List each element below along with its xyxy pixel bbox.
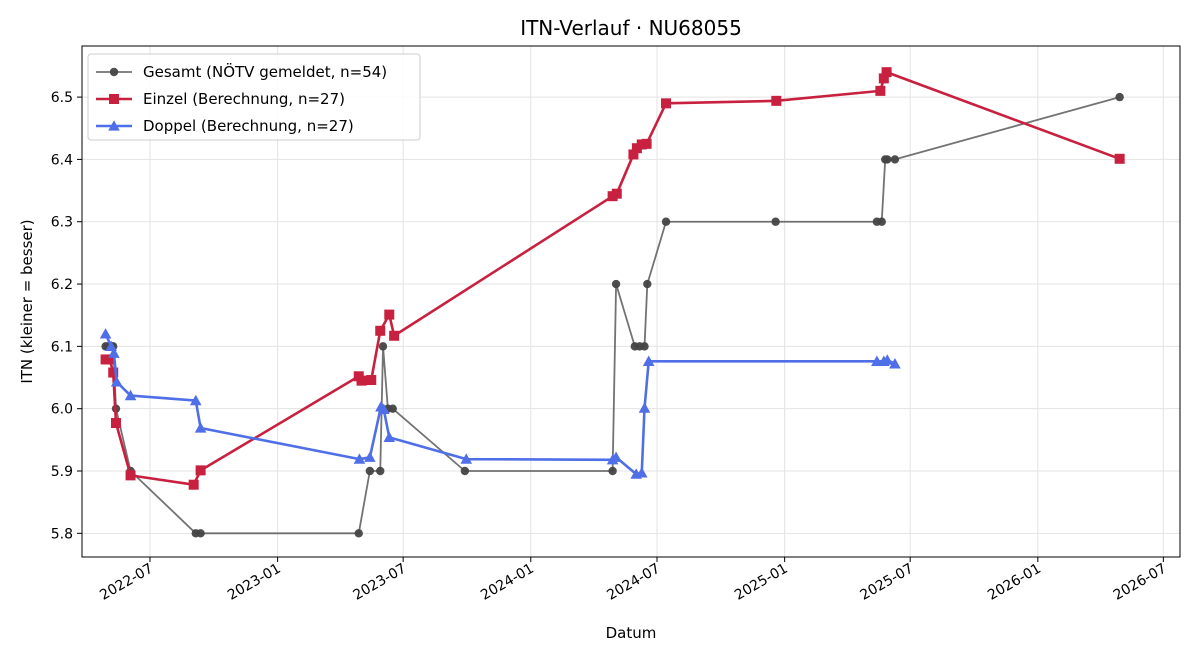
data-point (108, 347, 120, 358)
data-point (356, 375, 367, 386)
data-point (875, 85, 886, 96)
data-point (365, 466, 375, 476)
data-point (108, 367, 119, 378)
data-point (195, 465, 206, 476)
data-point (643, 279, 652, 289)
data-point (878, 73, 889, 84)
data-point (110, 376, 123, 387)
y-tick-label: 6.0 (51, 402, 73, 418)
data-point (628, 149, 639, 160)
data-point (611, 188, 622, 199)
y-tick-label: 6.5 (51, 90, 73, 106)
data-point (99, 328, 112, 339)
data-point (388, 404, 397, 413)
legend-label: Gesamt (NÖTV gemeldet, n=54) (143, 62, 387, 81)
data-point (378, 342, 388, 351)
data-point (638, 402, 651, 413)
data-point (384, 309, 395, 320)
legend-marker (109, 94, 119, 104)
legend: Gesamt (NÖTV gemeldet, n=54) Einzel (Bere… (87, 53, 421, 141)
data-point (460, 466, 470, 476)
y-tick-label: 5.9 (51, 464, 73, 480)
data-point (877, 217, 886, 226)
data-point (608, 466, 617, 476)
data-point (124, 389, 137, 401)
data-point (389, 330, 400, 341)
data-point (125, 470, 136, 481)
data-point (377, 403, 390, 414)
data-point (883, 155, 892, 164)
legend-marker (108, 120, 120, 131)
data-point (642, 355, 655, 366)
y-tick-label: 6.3 (51, 215, 73, 231)
legend-marker (109, 67, 119, 77)
y-axis-title: ITN (kleiner = besser) (18, 219, 36, 383)
data-point (376, 466, 385, 476)
y-tick-label: 6.1 (51, 339, 73, 355)
data-point (196, 529, 205, 538)
data-point (460, 453, 473, 464)
data-point (354, 529, 363, 538)
data-point (611, 279, 621, 289)
data-point (1115, 92, 1124, 102)
legend-box (87, 53, 421, 141)
series-2 (99, 328, 901, 479)
data-point (890, 155, 900, 164)
data-point (661, 217, 671, 226)
data-point (635, 467, 648, 478)
series-1 (100, 67, 1125, 490)
legend-entry: Einzel (Berechnung, n=27) (96, 90, 345, 108)
data-point (881, 67, 892, 78)
data-point (383, 431, 396, 442)
data-point (640, 342, 649, 351)
data-point (610, 451, 622, 462)
plot-frame (81, 45, 1181, 558)
y-tick-label: 6.4 (51, 152, 73, 168)
data-point (771, 217, 780, 226)
data-point (104, 354, 115, 365)
chart-title: ITN-Verlauf · NU68055 (520, 16, 742, 40)
data-point (661, 98, 672, 109)
data-point (189, 394, 202, 406)
legend-entry: Gesamt (NÖTV gemeldet, n=54) (96, 62, 387, 81)
data-point (188, 479, 199, 490)
data-point (194, 422, 207, 433)
data-point (1114, 153, 1125, 164)
y-tick-label: 6.2 (51, 277, 73, 293)
data-point (881, 354, 894, 365)
data-point (366, 375, 377, 386)
data-point (353, 453, 366, 464)
data-point (889, 358, 901, 369)
series-layer (99, 67, 1125, 538)
data-point (771, 95, 782, 106)
legend-label: Doppel (Berechnung, n=27) (143, 117, 354, 135)
legend-entry: Doppel (Berechnung, n=27) (96, 117, 354, 135)
data-point (375, 325, 386, 336)
legend-label: Einzel (Berechnung, n=27) (143, 90, 345, 108)
y-tick-label: 5.8 (51, 526, 73, 542)
data-point (641, 138, 652, 149)
data-point (110, 418, 121, 429)
data-point (364, 451, 376, 462)
x-axis-title: Datum (606, 624, 657, 642)
